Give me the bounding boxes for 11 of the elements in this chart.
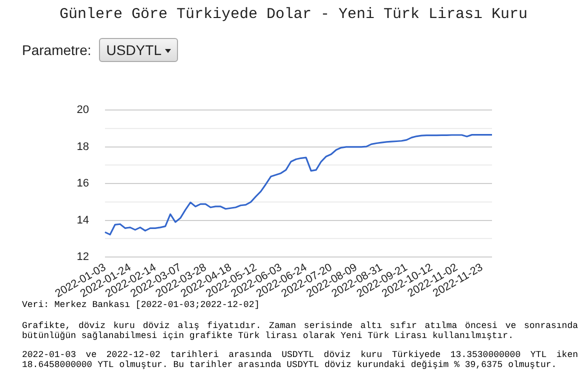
- text: 2022-01-03 ve 2022-12-02 tarihleri arasında USDYTL döviz kuru Türkiyede 13.3530000000 YTL iken 18.6458000000 YTL olmuştur. Bu tarihler arasında USDYTL döviz kurundaki değişim % 39,6375 olmuştur.: [22, 350, 578, 370]
- y-tick-label: 12: [76, 251, 89, 264]
- y-tick-label: 16: [76, 178, 89, 190]
- y-tick-label: 20: [76, 104, 89, 116]
- y-tick-label: 14: [76, 214, 89, 226]
- text: Veri: Merkez Bankası [2022-01-03;2022-12-02]: [22, 300, 261, 310]
- y-tick-label: 18: [76, 140, 89, 153]
- chart-title: Günlere Göre Türkiyede Dolar - Yeni Türk Lirası Kuru: [58, 6, 529, 23]
- text: Parametre:: [22, 42, 92, 58]
- parameter-dropdown: USDYTL: [99, 38, 178, 62]
- text: Grafikte, döviz kuru döviz alış fiyatıdır. Zaman serisinde altı sıfır atılma öncesi ve sonrasında bütünlüğün sağlanabilmesi için grafikte Türk lirası olarak Yeni Türk Lirası kullanılmıştır.: [22, 321, 578, 341]
